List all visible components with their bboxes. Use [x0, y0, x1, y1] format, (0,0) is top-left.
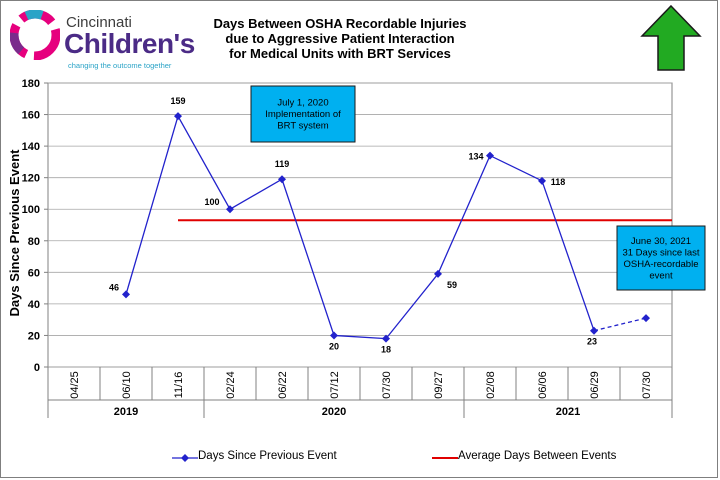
logo-line-1: Cincinnati — [66, 14, 132, 31]
year-group-label: 2021 — [556, 406, 580, 418]
legend: Days Since Previous Event Average Days B… — [0, 446, 720, 472]
data-label: 119 — [275, 159, 290, 169]
y-tick-label: 120 — [22, 173, 40, 185]
data-point — [434, 269, 442, 278]
data-label: 134 — [468, 152, 483, 162]
legend-average-line-icon — [432, 457, 458, 459]
callout-june-line: June 30, 2021 — [631, 236, 691, 247]
year-group-label: 2020 — [322, 406, 346, 418]
callout-june-line: OSHA-recordable — [624, 259, 699, 270]
y-axis-label: Days Since Previous Event — [7, 149, 22, 317]
callout-bbrt — [250, 85, 356, 143]
data-label: 100 — [204, 197, 219, 207]
x-tick-label: 02/24 — [225, 371, 237, 399]
x-tick-label: 06/10 — [121, 371, 133, 399]
y-tick-label: 60 — [28, 267, 40, 279]
y-tick-label: 0 — [34, 362, 40, 374]
x-tick-label: 06/06 — [537, 371, 549, 399]
callout-bbrt-line: Implementation of — [265, 109, 341, 120]
data-point — [278, 175, 286, 184]
logo: Cincinnati Children's changing the outco… — [10, 8, 200, 70]
y-tick-label: 100 — [22, 204, 40, 216]
callout-june-line: 31 Days since last — [622, 247, 699, 258]
data-label: 20 — [329, 341, 339, 351]
logo-tagline: changing the outcome together — [68, 61, 172, 70]
data-point — [382, 334, 390, 343]
data-point — [538, 176, 546, 185]
data-label: 46 — [109, 282, 119, 292]
up-arrow-icon — [640, 4, 702, 71]
x-tick-label: 06/22 — [277, 371, 289, 399]
title-line-2: due to Aggressive Patient Interaction — [225, 31, 455, 46]
x-tick-label: 07/30 — [381, 371, 393, 399]
x-tick-label: 09/27 — [433, 371, 445, 399]
data-point — [486, 151, 494, 160]
data-point — [642, 314, 650, 323]
data-label: 59 — [447, 280, 457, 290]
logo-pinwheel-icon — [10, 10, 60, 60]
legend-label-series: Days Since Previous Event — [198, 450, 337, 462]
title-line-3: for Medical Units with BRT Services — [229, 46, 451, 61]
series-line — [125, 114, 595, 340]
plot-area — [47, 82, 673, 368]
y-tick-label: 80 — [28, 236, 40, 248]
x-tick-label: 11/16 — [173, 372, 185, 399]
year-group-label: 2019 — [114, 406, 138, 418]
title-line-1: Days Between OSHA Recordable Injuries — [213, 16, 467, 31]
x-tick-label: 02/08 — [485, 371, 497, 399]
data-point — [174, 112, 182, 121]
data-label: 23 — [587, 337, 597, 347]
x-tick-label: 06/29 — [589, 371, 601, 399]
legend-label-average: Average Days Between Events — [458, 450, 617, 462]
chart-title: Days Between OSHA Recordable Injuries du… — [190, 16, 490, 61]
data-point — [590, 326, 598, 335]
legend-series-marker-icon — [172, 454, 198, 462]
y-tick-label: 160 — [22, 110, 40, 122]
y-tick-label: 140 — [22, 141, 40, 153]
logo-line-2: Children's — [64, 28, 195, 59]
x-tick-label: 07/30 — [641, 371, 653, 399]
data-point — [330, 331, 338, 340]
x-tick-label: 07/12 — [329, 371, 341, 399]
callout-bbrt-line: July 1, 2020 — [277, 98, 328, 109]
data-point — [226, 205, 234, 214]
data-label: 118 — [551, 177, 566, 187]
data-label: 159 — [170, 96, 185, 106]
x-tick-label: 04/25 — [69, 371, 81, 399]
data-label: 18 — [381, 345, 391, 355]
callout-bbrt-line: BRT system — [277, 121, 328, 132]
y-tick-label: 20 — [28, 330, 40, 342]
y-tick-label: 180 — [22, 78, 40, 90]
callout-june — [616, 225, 706, 291]
callout-june-line: event — [649, 270, 673, 281]
y-tick-label: 40 — [28, 299, 40, 311]
data-point — [122, 290, 130, 299]
series-line-dashed — [593, 317, 647, 332]
